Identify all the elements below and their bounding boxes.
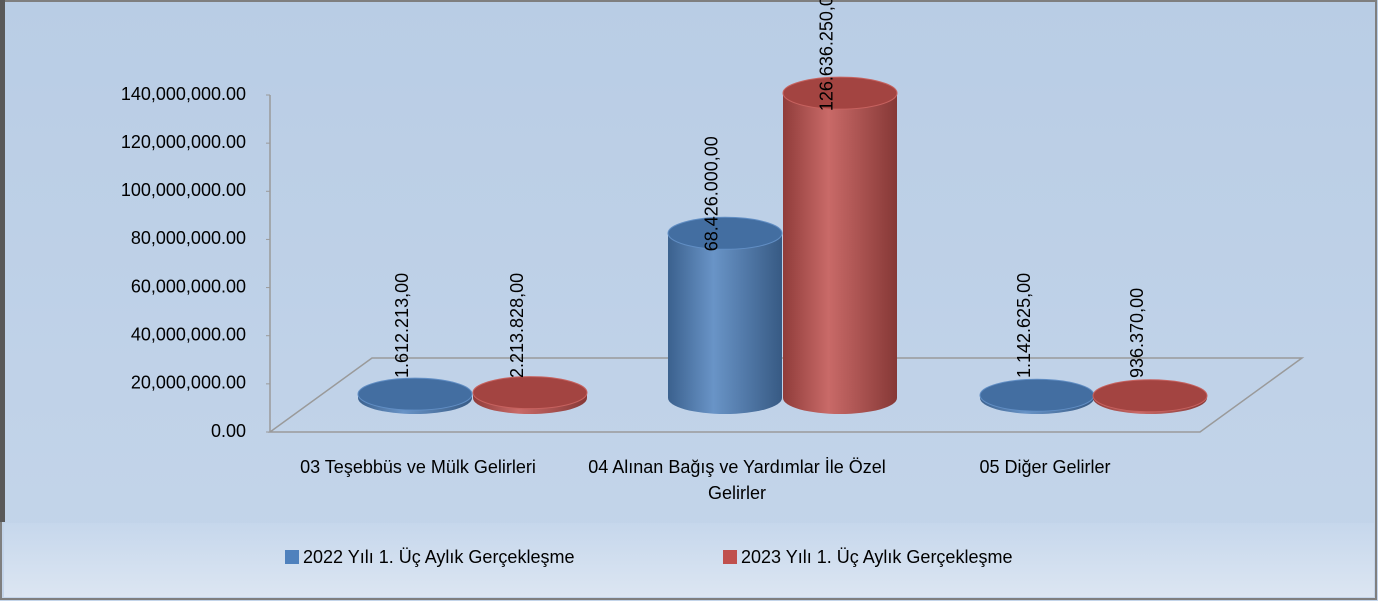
frame-edge [0,0,5,522]
floor [267,357,1305,433]
y-tick-label: 80,000,000.00 [131,228,246,248]
y-tick-label: 140,000,000.00 [121,84,246,104]
data-label: 1.612.213,00 [392,273,412,378]
y-tick-label: 120,000,000.00 [121,132,246,152]
y-tick-label: 0.00 [211,421,246,441]
data-label: 936.370,00 [1127,288,1147,378]
y-tick-label: 20,000,000.00 [131,373,246,393]
legend-label: 2022 Yılı 1. Üç Aylık Gerçekleşme [303,547,574,567]
cylinder-top [667,216,783,250]
cylinder [668,233,782,414]
x-tick-label: 04 Alınan Bağış ve Yardımlar İle Özel Ge… [588,457,886,503]
x-tick-label: 05 Diğer Gelirler [979,457,1111,477]
cylinder-top [1092,379,1208,413]
y-tick-label: 100,000,000.00 [121,180,246,200]
legend-band [4,523,1374,597]
data-label: 2.213.828,00 [507,273,527,378]
cylinder-top [979,378,1095,412]
data-label: 1.142.625,00 [1014,273,1034,378]
cylinder-top [357,377,473,411]
data-label: 68.426.000,00 [702,136,722,251]
y-tick-label: 40,000,000.00 [131,324,246,344]
cylinder-top [782,76,898,110]
y-tick-label: 60,000,000.00 [131,276,246,296]
legend-swatch [285,550,299,564]
legend-label: 2023 Yılı 1. Üç Aylık Gerçekleşme [741,547,1012,567]
data-label: 126.636.250,00 [817,0,837,111]
x-tick-label: 03 Teşebbüs ve Mülk Gelirleri [300,457,536,477]
cylinder [783,93,897,414]
legend-swatch [723,550,737,564]
cylinder-top [472,376,588,410]
